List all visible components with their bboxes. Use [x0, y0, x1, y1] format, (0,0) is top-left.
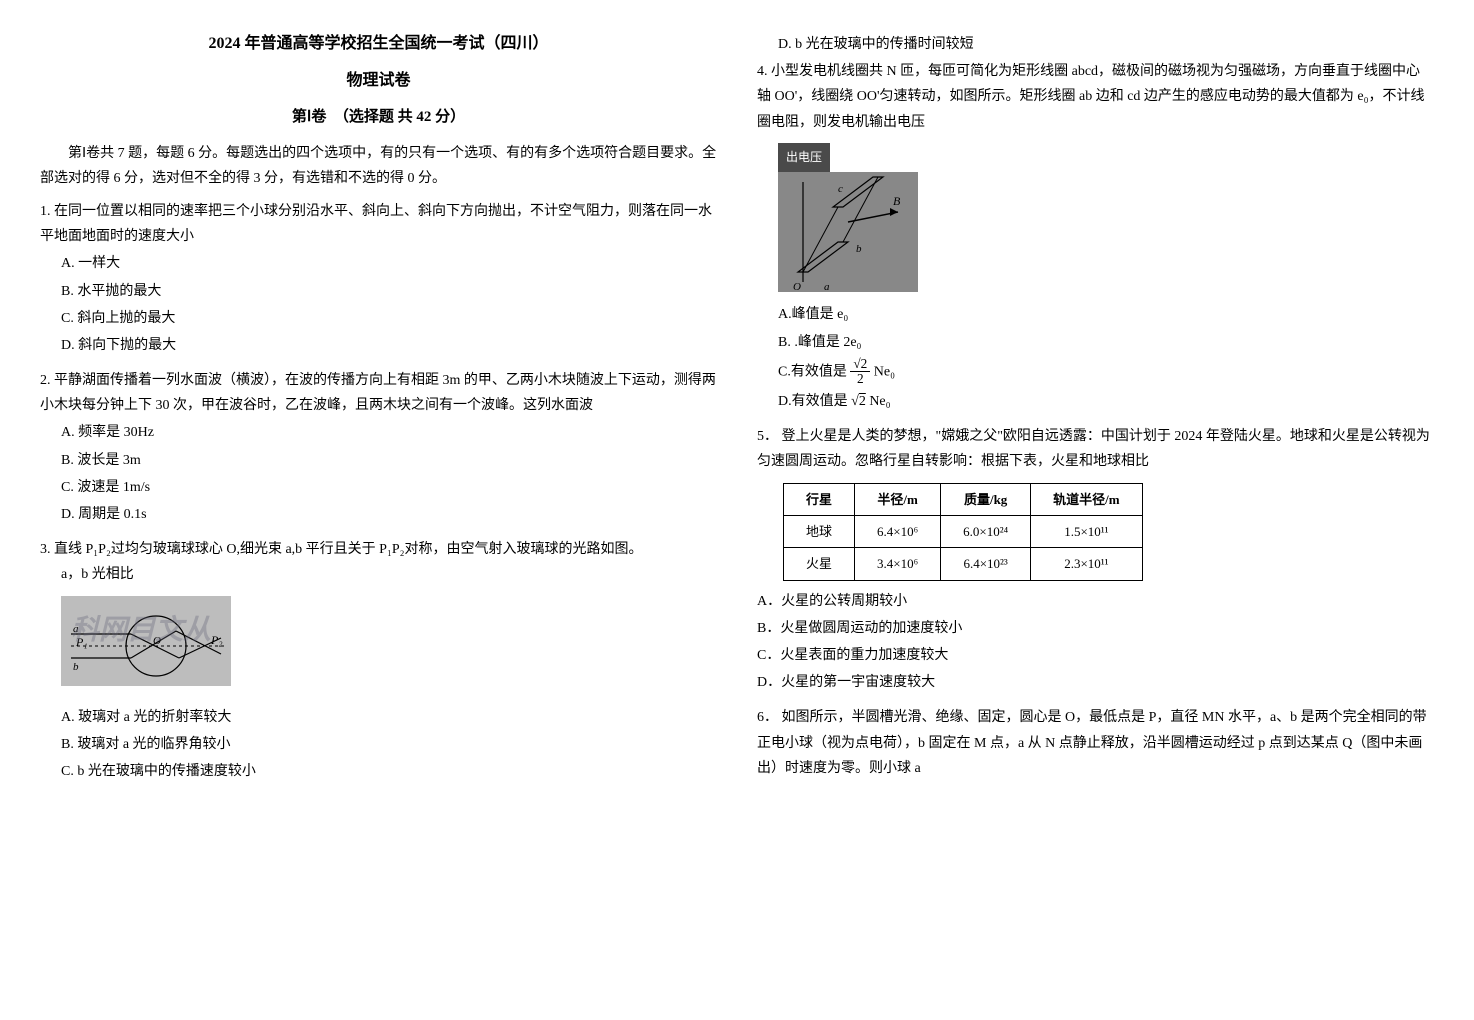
q3-opt-c: C. b 光在玻璃中的传播速度较小	[61, 759, 717, 784]
q4-c-denominator: 2	[850, 372, 870, 387]
q2-opt-a: A. 频率是 30Hz	[61, 420, 717, 445]
q1-stem: 1. 在同一位置以相同的速率把三个小球分别沿水平、斜向上、斜向下方向抛出，不计空…	[40, 199, 717, 249]
q4-figure: 出电压 B a b c O	[778, 143, 918, 293]
svg-text:P₂: P₂	[210, 633, 223, 647]
cell: 地球	[784, 515, 855, 547]
subject-title: 物理试卷	[40, 67, 717, 96]
q3-text-a: 直线 P₁P₂过均匀玻璃球球心 O,细光束 a,b 平行且关于 P₁P₂对称，由…	[54, 542, 643, 557]
right-column: D. b 光在玻璃中的传播时间较短 4. 小型发电机线圈共 N 匝，每匝可简化为…	[757, 30, 1434, 990]
q2-stem: 2. 平静湖面传播着一列水面波（横波），在波的传播方向上有相距 3m 的甲、乙两…	[40, 368, 717, 418]
q5-text: 登上火星是人类的梦想，"嫦娥之父"欧阳自远透露：中国计划于 2024 年登陆火星…	[757, 429, 1430, 469]
q2-opt-b: B. 波长是 3m	[61, 448, 717, 473]
q4-options: A.峰值是 e₀ B. .峰值是 2e₀ C.有效值是 √2 2 Ne₀ D.有…	[757, 302, 1434, 414]
q4-fig-label: 出电压	[778, 143, 830, 173]
svg-text:O: O	[793, 281, 801, 292]
section-intro: 第Ⅰ卷共 7 题，每题 6 分。每题选出的四个选项中，有的只有一个选项、有的有多…	[40, 141, 717, 191]
q5-opt-b: B．火星做圆周运动的加速度较小	[757, 616, 1434, 641]
svg-text:c: c	[838, 183, 843, 195]
q5-number: 5．	[757, 429, 778, 444]
question-3: 3. 直线 P₁P₂过均匀玻璃球球心 O,细光束 a,b 平行且关于 P₁P₂对…	[40, 537, 717, 784]
q2-opt-d: D. 周期是 0.1s	[61, 502, 717, 527]
question-2: 2. 平静湖面传播着一列水面波（横波），在波的传播方向上有相距 3m 的甲、乙两…	[40, 368, 717, 527]
question-4: 4. 小型发电机线圈共 N 匝，每匝可简化为矩形线圈 abcd，磁极间的磁场视为…	[757, 59, 1434, 414]
q1-opt-d: D. 斜向下抛的最大	[61, 333, 717, 358]
left-column: 2024 年普通高等学校招生全国统一考试（四川） 物理试卷 第Ⅰ卷 （选择题 共…	[40, 30, 717, 990]
q4-text: 小型发电机线圈共 N 匝，每匝可简化为矩形线圈 abcd，磁极间的磁场视为匀强磁…	[757, 64, 1425, 129]
cell: 3.4×10⁶	[855, 548, 941, 580]
cell: 火星	[784, 548, 855, 580]
table-header-row: 行星 半径/m 质量/kg 轨道半径/m	[784, 483, 1143, 515]
q4-svg: B a b c O	[778, 172, 918, 292]
svg-text:P₁: P₁	[75, 635, 88, 649]
q5-opt-a: A．火星的公转周期较小	[757, 589, 1434, 614]
q4-opt-d: D.有效值是 √2 Ne₀	[778, 389, 1434, 414]
section-title: 第Ⅰ卷 （选择题 共 42 分）	[40, 104, 717, 131]
q2-options: A. 频率是 30Hz B. 波长是 3m C. 波速是 1m/s D. 周期是…	[40, 420, 717, 527]
table-row: 火星 3.4×10⁶ 6.4×10²³ 2.3×10¹¹	[784, 548, 1143, 580]
cell: 2.3×10¹¹	[1031, 548, 1142, 580]
table-row: 地球 6.4×10⁶ 6.0×10²⁴ 1.5×10¹¹	[784, 515, 1143, 547]
q3-opt-a: A. 玻璃对 a 光的折射率较大	[61, 705, 717, 730]
q3-options: A. 玻璃对 a 光的折射率较大 B. 玻璃对 a 光的临界角较小 C. b 光…	[40, 705, 717, 785]
q3-opt-b: B. 玻璃对 a 光的临界角较小	[61, 732, 717, 757]
svg-text:b: b	[856, 243, 862, 255]
cell: 6.4×10⁶	[855, 515, 941, 547]
cell: 1.5×10¹¹	[1031, 515, 1142, 547]
q2-opt-c: C. 波速是 1m/s	[61, 475, 717, 500]
q6-text: 如图所示，半圆槽光滑、绝缘、固定，圆心是 O，最低点是 P，直径 MN 水平，a…	[757, 710, 1427, 775]
q4-stem: 4. 小型发电机线圈共 N 匝，每匝可简化为矩形线圈 abcd，磁极间的磁场视为…	[757, 59, 1434, 135]
q4-d-post: Ne₀	[869, 394, 890, 409]
cell: 6.0×10²⁴	[941, 515, 1031, 547]
q1-options: A. 一样大 B. 水平抛的最大 C. 斜向上抛的最大 D. 斜向下抛的最大	[40, 251, 717, 358]
q6-stem: 6． 如图所示，半圆槽光滑、绝缘、固定，圆心是 O，最低点是 P，直径 MN 水…	[757, 705, 1434, 781]
svg-text:O: O	[153, 635, 161, 647]
q2-text: 平静湖面传播着一列水面波（横波），在波的传播方向上有相距 3m 的甲、乙两小木块…	[40, 373, 716, 413]
col-planet: 行星	[784, 483, 855, 515]
q1-number: 1.	[40, 204, 51, 219]
q1-opt-b: B. 水平抛的最大	[61, 279, 717, 304]
q4-d-sqrt: 2	[859, 394, 866, 409]
q6-number: 6．	[757, 710, 778, 725]
question-5: 5． 登上火星是人类的梦想，"嫦娥之父"欧阳自远透露：中国计划于 2024 年登…	[757, 424, 1434, 695]
q4-number: 4.	[757, 64, 768, 79]
q4-opt-a: A.峰值是 e₀	[778, 302, 1434, 327]
col-radius: 半径/m	[855, 483, 941, 515]
q4-opt-b: B. .峰值是 2e₀	[778, 330, 1434, 355]
q3-options-continued: D. b 光在玻璃中的传播时间较短	[757, 32, 1434, 57]
q4-c-numerator: √2	[850, 357, 870, 373]
q1-opt-c: C. 斜向上抛的最大	[61, 306, 717, 331]
svg-text:a: a	[824, 281, 830, 292]
q5-opt-d: D．火星的第一宇宙速度较大	[757, 670, 1434, 695]
question-1: 1. 在同一位置以相同的速率把三个小球分别沿水平、斜向上、斜向下方向抛出，不计空…	[40, 199, 717, 358]
svg-text:B: B	[893, 194, 901, 208]
q2-number: 2.	[40, 373, 51, 388]
q3-figure: 科网目文从 P₁ P₂ a b O	[61, 596, 231, 686]
q4-c-post: Ne₀	[874, 364, 895, 379]
q5-stem: 5． 登上火星是人类的梦想，"嫦娥之父"欧阳自远透露：中国计划于 2024 年登…	[757, 424, 1434, 474]
q3-number: 3.	[40, 542, 51, 557]
q1-opt-a: A. 一样大	[61, 251, 717, 276]
q4-opt-c: C.有效值是 √2 2 Ne₀	[778, 357, 1434, 387]
q5-options: A．火星的公转周期较小 B．火星做圆周运动的加速度较小 C．火星表面的重力加速度…	[757, 589, 1434, 696]
q3-svg: P₁ P₂ a b O	[61, 596, 231, 686]
q3-stem: 3. 直线 P₁P₂过均匀玻璃球球心 O,细光束 a,b 平行且关于 P₁P₂对…	[40, 537, 717, 562]
q4-c-pre: C.有效值是	[778, 364, 847, 379]
col-mass: 质量/kg	[941, 483, 1031, 515]
q1-text: 在同一位置以相同的速率把三个小球分别沿水平、斜向上、斜向下方向抛出，不计空气阻力…	[40, 204, 712, 244]
q4-d-pre: D.有效值是	[778, 394, 851, 409]
col-orbit: 轨道半径/m	[1031, 483, 1142, 515]
main-title: 2024 年普通高等学校招生全国统一考试（四川）	[40, 30, 717, 59]
q5-table: 行星 半径/m 质量/kg 轨道半径/m 地球 6.4×10⁶ 6.0×10²⁴…	[783, 483, 1143, 581]
svg-text:a: a	[73, 623, 79, 635]
cell: 6.4×10²³	[941, 548, 1031, 580]
q3-opt-d: D. b 光在玻璃中的传播时间较短	[778, 32, 1434, 57]
q5-opt-c: C．火星表面的重力加速度较大	[757, 643, 1434, 668]
svg-text:b: b	[73, 661, 79, 673]
question-6: 6． 如图所示，半圆槽光滑、绝缘、固定，圆心是 O，最低点是 P，直径 MN 水…	[757, 705, 1434, 781]
q3-text-b: a，b 光相比	[40, 562, 717, 587]
q4-c-fraction: √2 2	[850, 357, 870, 387]
